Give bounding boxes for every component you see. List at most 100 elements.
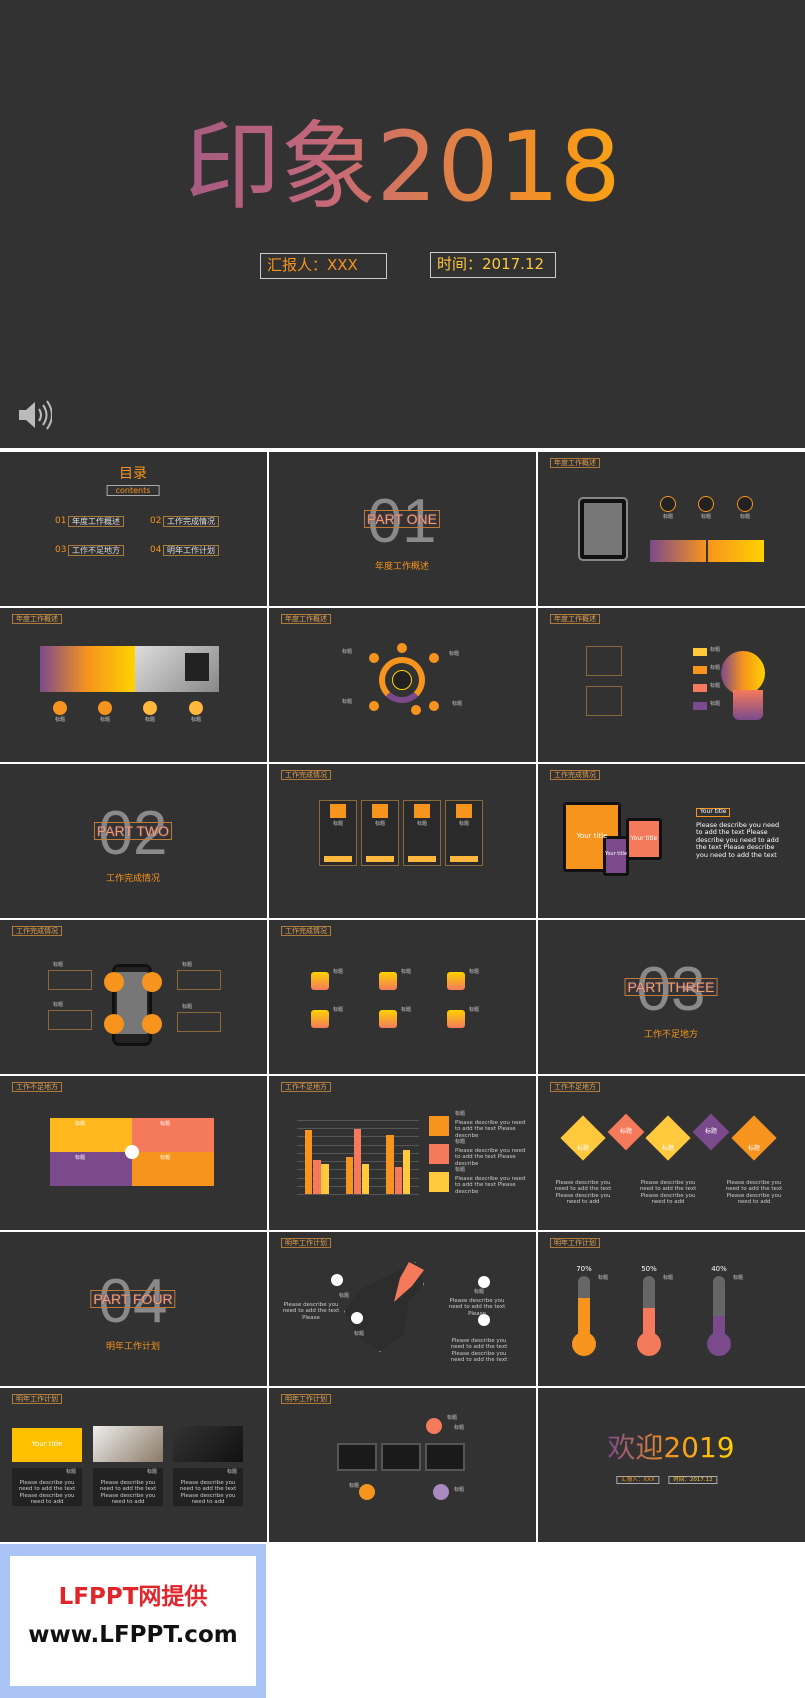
- slide-text: 标题: [598, 1275, 609, 1281]
- section-part: PART ONE: [363, 510, 441, 529]
- bulb: [707, 1332, 731, 1356]
- chart-rule: [297, 1120, 419, 1121]
- pin: [478, 1276, 490, 1288]
- caption-box: [93, 1468, 163, 1506]
- slide-text: 标题: [700, 514, 712, 520]
- icon-tile: [311, 1010, 329, 1028]
- slide-text: 标题: [374, 821, 386, 827]
- card-foot: [408, 856, 436, 862]
- slide-thumbnail: 年度工作概述 标题 标题 标题: [538, 452, 805, 606]
- slide-text: 标题: [159, 1155, 171, 1161]
- footer-box: LFPPT网提供 www.LFPPT.com: [0, 1544, 266, 1698]
- toc-number: 01: [55, 516, 67, 526]
- slide-text: 标题: [458, 821, 470, 827]
- bar: [362, 1164, 370, 1194]
- cover-title: 印象2018: [0, 112, 805, 223]
- diamond: [731, 1115, 777, 1161]
- slide-text: 标题: [448, 651, 460, 657]
- quad: [132, 1152, 214, 1186]
- card-foot: [366, 856, 394, 862]
- gradient-box: [708, 540, 764, 562]
- slide-text: 标题: [704, 1128, 718, 1135]
- node: [429, 653, 439, 663]
- slide-header-tag: 年度工作概述: [12, 614, 62, 625]
- tag: [693, 666, 707, 674]
- footer-line2: www.LFPPT.com: [28, 1622, 238, 1648]
- toc-number: 04: [150, 545, 162, 555]
- slide-text: 标题: [333, 969, 344, 975]
- slide-text: 标题: [454, 1425, 465, 1431]
- phone: [603, 836, 629, 876]
- icon-tile: [311, 972, 329, 990]
- slide-header-tag: 明年工作计划: [281, 1238, 331, 1249]
- footer-inner: LFPPT网提供 www.LFPPT.com: [10, 1556, 256, 1686]
- pin: [351, 1312, 363, 1324]
- pin: [478, 1314, 490, 1326]
- icon-circle: [143, 701, 157, 715]
- slide-text: Please describe you need to add the text…: [448, 1298, 506, 1317]
- note-box: [586, 686, 622, 716]
- slide-thumbnail: 工作完成情况 标题 标题 标题 标题: [0, 920, 267, 1074]
- icon-circle: [737, 496, 753, 512]
- toc-title: 目录: [119, 466, 147, 482]
- icon-circle: [660, 496, 676, 512]
- toc-item: 年度工作概述: [68, 516, 124, 528]
- slide-thumbnail: 工作完成情况 标题 标题 标题 标题: [269, 764, 536, 918]
- note-box: [48, 970, 92, 990]
- quad: [50, 1152, 132, 1186]
- tube-fill: [643, 1308, 655, 1338]
- tag: [693, 702, 707, 710]
- slide-text: 标题: [747, 1145, 761, 1152]
- slide-text: Please describe you need to add the text…: [725, 1180, 783, 1205]
- toc-number: 02: [150, 516, 162, 526]
- card-foot: [450, 856, 478, 862]
- center-dot: [125, 1145, 139, 1159]
- slide-text: 标题: [663, 1275, 674, 1281]
- welcome-reporter: 汇报人：XXX: [616, 1476, 660, 1485]
- slide-text: 标题: [65, 1469, 76, 1475]
- icon-tile: [429, 1172, 449, 1192]
- gradient-box: [650, 540, 706, 562]
- node: [429, 701, 439, 711]
- slide-text: 标题: [226, 1469, 237, 1475]
- slide-text: 标题: [455, 1167, 466, 1173]
- slide-header-tag: 明年工作计划: [550, 1238, 600, 1249]
- slide-header-tag: 工作不足地方: [12, 1082, 62, 1093]
- icon-tile: [429, 1116, 449, 1136]
- icon-circle: [53, 701, 67, 715]
- slide-thumbnail: 年度工作概述 标题 标题 标题 标题: [538, 608, 805, 762]
- monitor: [337, 1443, 377, 1471]
- cover-reporter: 汇报人：XXX: [260, 253, 387, 279]
- bulb: [637, 1332, 661, 1356]
- slide-text: 标题: [455, 1111, 466, 1117]
- pin: [331, 1274, 343, 1286]
- cover-time: 时间：2017.12: [430, 252, 556, 278]
- ring-center: [392, 670, 412, 690]
- slide-text: 标题: [733, 1275, 744, 1281]
- slide-text: Your title: [31, 1440, 63, 1448]
- title-box: [12, 1428, 82, 1462]
- slide-text: Please describe you need to add the text…: [696, 821, 780, 859]
- caption-box: [173, 1468, 243, 1506]
- icon-tile: [447, 972, 465, 990]
- toc-subtitle: contents: [106, 485, 160, 497]
- caption-box: [12, 1468, 82, 1506]
- node: [411, 705, 421, 715]
- icon-circle: [359, 1484, 375, 1500]
- slide-header-tag: 年度工作概述: [281, 614, 331, 625]
- slide-text: 标题: [349, 1483, 360, 1489]
- banner-logo: [185, 653, 209, 681]
- tablet: [626, 818, 662, 860]
- photo: [93, 1426, 163, 1462]
- slide-thumbnail: 明年工作计划 Your title 标题 Please describe you ne…: [0, 1388, 267, 1542]
- slide-text: 标题: [146, 1469, 157, 1475]
- slide-text: Please describe you need to add the text…: [455, 1148, 526, 1167]
- slide-text: Please describe you need to add the text…: [18, 1480, 76, 1505]
- section-number: 04: [98, 1267, 168, 1336]
- slide-text: 标题: [401, 969, 412, 975]
- slide-text: Please describe you need to add the text…: [179, 1480, 237, 1505]
- slide-text: 标题: [74, 1155, 86, 1161]
- toc-number: 03: [55, 545, 67, 555]
- cover-slide: 印象2018 汇报人：XXX 时间：2017.12: [0, 0, 805, 448]
